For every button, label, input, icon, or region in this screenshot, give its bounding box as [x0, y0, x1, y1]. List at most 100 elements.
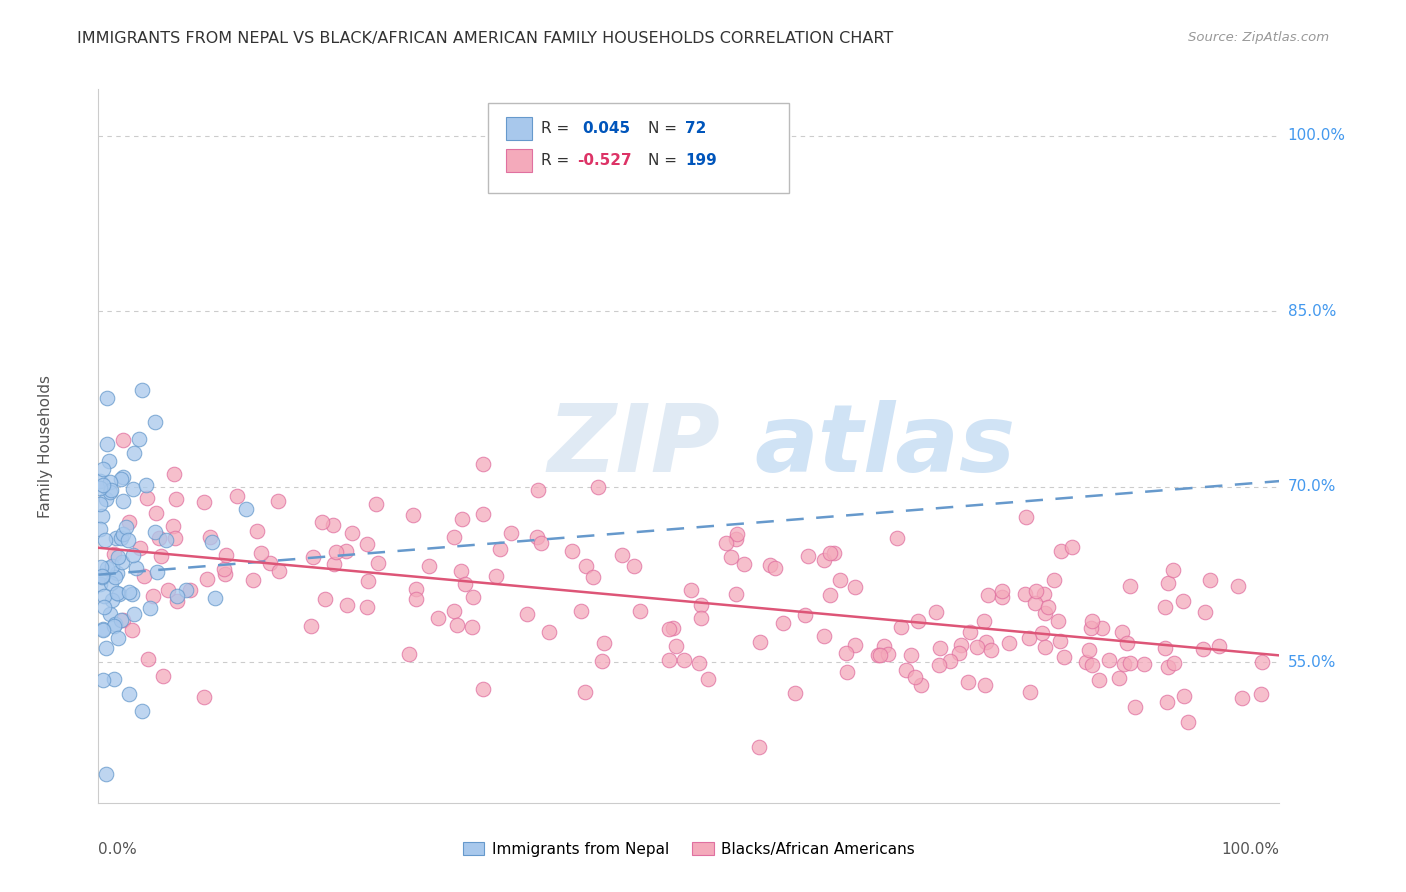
Point: [873, 639, 896, 653]
Point: [1108, 671, 1130, 685]
Point: [1019, 684, 1042, 698]
Point: [1049, 543, 1071, 558]
Point: [1098, 653, 1121, 667]
Point: [1049, 633, 1071, 648]
Point: [823, 546, 845, 560]
Point: [586, 480, 609, 494]
Point: [111, 527, 134, 541]
Text: ZIP: ZIP: [547, 400, 720, 492]
Point: [93, 600, 115, 615]
Point: [311, 515, 333, 529]
Point: [131, 704, 153, 718]
Point: [1031, 625, 1053, 640]
Point: [1074, 655, 1097, 669]
Point: [195, 572, 218, 586]
Point: [950, 638, 973, 652]
Point: [714, 536, 737, 550]
Point: [163, 532, 186, 546]
Text: 0.045: 0.045: [582, 121, 631, 136]
Point: [112, 470, 135, 484]
Point: [131, 383, 153, 397]
Point: [152, 669, 174, 683]
Point: [96, 766, 118, 780]
Point: [100, 576, 122, 591]
Point: [1153, 600, 1175, 615]
Point: [128, 432, 150, 446]
Text: 199: 199: [685, 153, 717, 168]
Point: [90, 508, 112, 523]
Point: [569, 604, 592, 618]
Point: [1077, 643, 1099, 657]
Point: [125, 560, 148, 574]
Point: [463, 590, 485, 604]
Point: [89, 475, 111, 489]
Point: [1036, 600, 1059, 615]
Text: 72: 72: [685, 121, 707, 136]
Point: [94, 491, 117, 506]
Point: [139, 600, 162, 615]
Text: 55.0%: 55.0%: [1288, 655, 1336, 670]
Point: [129, 541, 152, 555]
Point: [118, 687, 141, 701]
Point: [100, 559, 122, 574]
Point: [100, 485, 122, 500]
Point: [356, 600, 378, 615]
Point: [335, 543, 357, 558]
Point: [104, 617, 127, 632]
Point: [145, 506, 167, 520]
Point: [314, 591, 336, 606]
Point: [1087, 673, 1109, 687]
Point: [1192, 642, 1215, 657]
Point: [98, 475, 121, 489]
Point: [1033, 640, 1056, 654]
Point: [103, 547, 125, 561]
Point: [1123, 699, 1146, 714]
Point: [108, 587, 131, 601]
Point: [100, 483, 122, 497]
Point: [748, 739, 770, 754]
Point: [226, 489, 249, 503]
Point: [451, 512, 474, 526]
Point: [623, 559, 645, 574]
Point: [818, 588, 841, 602]
Point: [516, 607, 538, 621]
Point: [418, 559, 440, 574]
Point: [472, 507, 495, 521]
Point: [844, 580, 866, 594]
Point: [91, 462, 114, 476]
Point: [977, 588, 1000, 602]
Point: [574, 685, 596, 699]
Point: [530, 536, 553, 550]
Point: [1194, 605, 1216, 619]
Point: [107, 549, 129, 564]
Point: [907, 614, 929, 628]
Point: [179, 582, 201, 597]
Point: [446, 617, 468, 632]
Point: [592, 654, 614, 668]
Point: [112, 493, 135, 508]
Point: [118, 515, 141, 529]
Point: [163, 467, 186, 482]
Point: [697, 672, 720, 686]
Point: [460, 620, 482, 634]
Point: [818, 546, 841, 560]
Text: atlas: atlas: [754, 400, 1015, 492]
Point: [117, 585, 139, 599]
FancyBboxPatch shape: [506, 117, 531, 140]
Point: [103, 570, 125, 584]
Point: [759, 558, 782, 573]
Point: [193, 690, 215, 704]
Point: [527, 483, 550, 497]
Point: [593, 636, 616, 650]
Point: [322, 558, 344, 572]
Point: [1080, 621, 1102, 635]
Point: [929, 640, 952, 655]
Point: [628, 604, 651, 618]
Point: [1111, 625, 1133, 640]
Point: [450, 564, 472, 578]
Point: [193, 495, 215, 509]
Point: [689, 598, 711, 612]
Point: [121, 586, 143, 600]
Point: [844, 638, 866, 652]
Point: [96, 436, 118, 450]
